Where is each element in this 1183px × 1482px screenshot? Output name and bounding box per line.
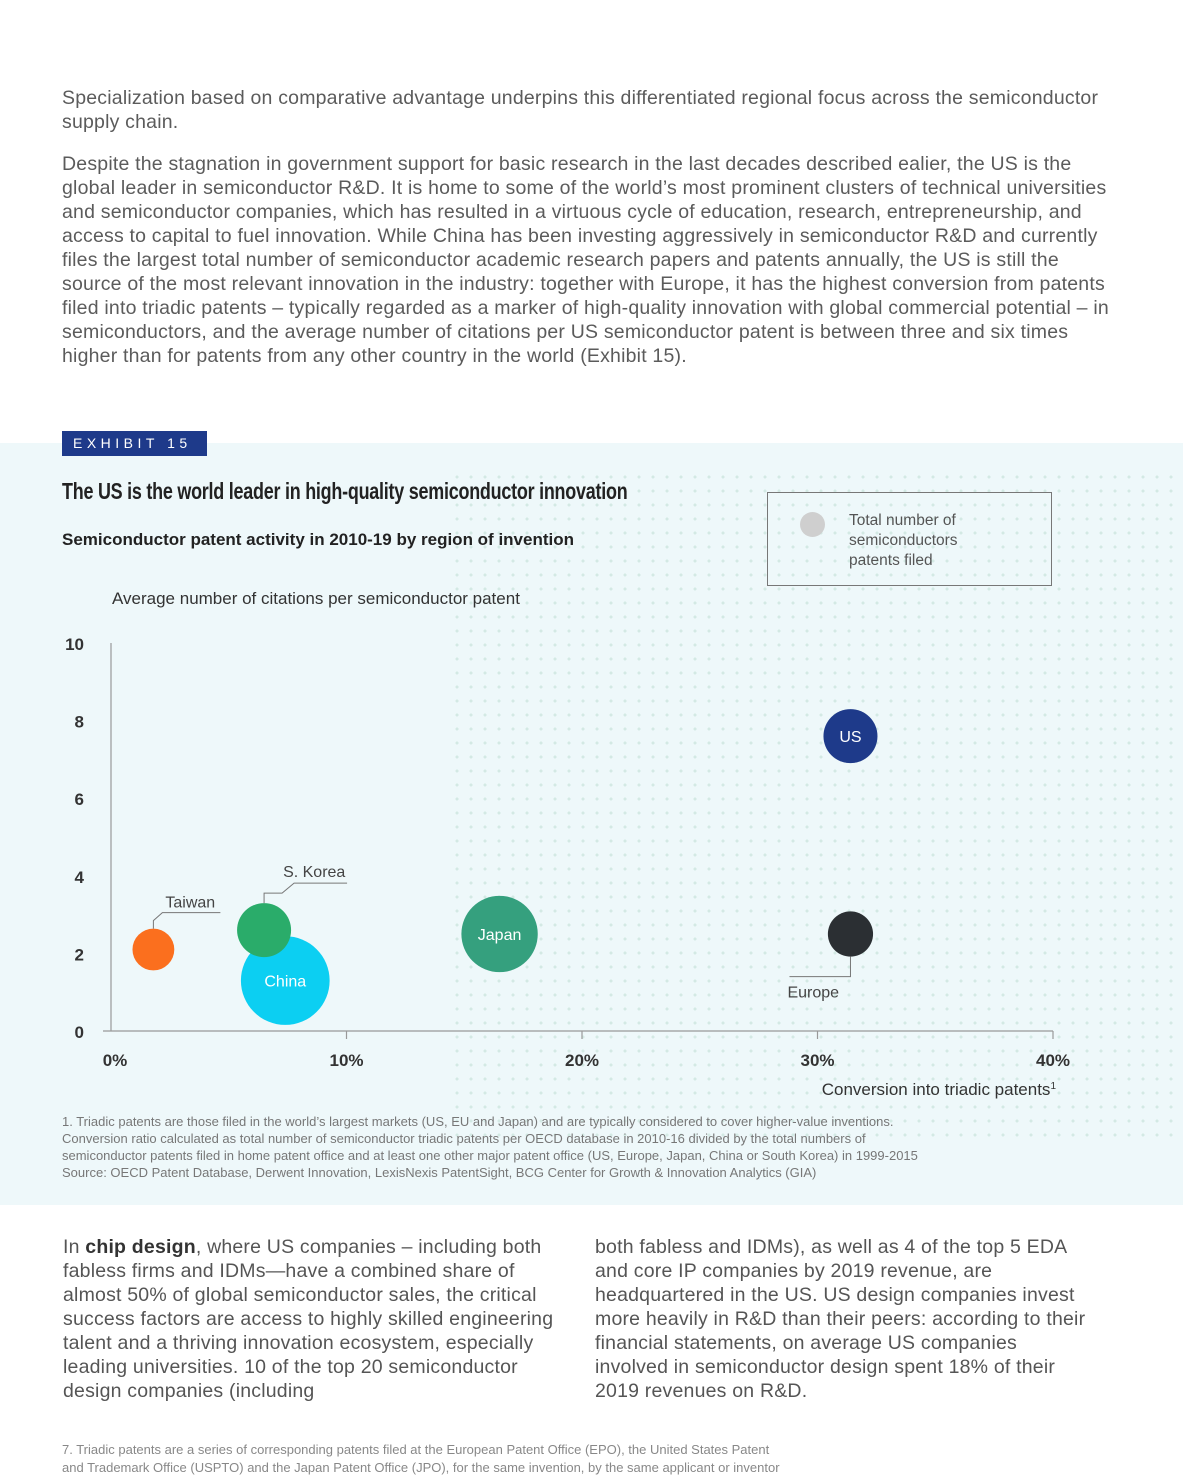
body-left-prefix: In	[63, 1236, 86, 1258]
page-footnote: 7. Triadic patents are a series of corre…	[62, 1441, 1122, 1477]
bubble-taiwan	[132, 928, 175, 971]
body-column-right: both fabless and IDMs), as well as 4 of …	[595, 1235, 1095, 1403]
bubble-label: US	[839, 729, 861, 746]
x-tick-label: 0%	[103, 1051, 128, 1070]
bubble-us	[823, 709, 878, 764]
body-left-rest: , where US companies – including both fa…	[63, 1236, 554, 1402]
bubble-japan	[461, 895, 538, 973]
x-tick-label: 20%	[565, 1051, 599, 1070]
bubble-label: Japan	[478, 927, 522, 944]
bubble-chart: Average number of citations per semicond…	[65, 589, 1070, 1099]
bubble-label: China	[264, 974, 306, 991]
y-tick-label: 0	[75, 1023, 84, 1042]
footnote-source: Source: OECD Patent Database, Derwent In…	[62, 1165, 817, 1180]
footnote-line-1: 1. Triadic patents are those filed in th…	[62, 1114, 894, 1129]
page-footnote-line-1: 7. Triadic patents are a series of corre…	[62, 1442, 770, 1457]
exhibit-tag: EXHIBIT 15	[62, 431, 207, 456]
exhibit-subtitle: Semiconductor patent activity in 2010-19…	[62, 530, 574, 549]
legend-label: Total number of semiconductors patents f…	[849, 512, 958, 569]
body-left-paragraph: In chip design, where US companies – inc…	[63, 1235, 578, 1403]
footnote-line-2: Conversion ratio calculated as total num…	[62, 1131, 866, 1146]
intro-paragraph-2: Despite the stagnation in government sup…	[62, 153, 1109, 367]
y-axis-label: Average number of citations per semicond…	[112, 589, 520, 608]
x-tick-label: 30%	[800, 1051, 834, 1070]
bubble-label: Europe	[787, 985, 839, 1002]
bubble-s-korea	[237, 903, 292, 958]
dot-pattern-decoration	[450, 470, 1183, 1140]
bubble-china	[240, 936, 330, 1025]
exhibit-footnote: 1. Triadic patents are those filed in th…	[62, 1113, 1122, 1181]
callout-line	[789, 956, 851, 978]
exhibit-title: The US is the world leader in high-quali…	[62, 478, 628, 504]
body-right-paragraph: both fabless and IDMs), as well as 4 of …	[595, 1236, 1086, 1402]
footnote-line-3: semiconductor patents filed in home pate…	[62, 1148, 918, 1163]
x-axis-label: Conversion into triadic patents1	[822, 1080, 1057, 1099]
callout-line	[263, 882, 348, 904]
y-tick-label: 2	[75, 945, 84, 964]
bubble-label: S. Korea	[283, 864, 345, 881]
y-tick-label: 10	[65, 635, 84, 654]
x-tick-label: 10%	[329, 1051, 363, 1070]
bubble-label: Taiwan	[165, 895, 215, 912]
callout-line	[152, 912, 221, 929]
x-tick-label: 40%	[1036, 1051, 1070, 1070]
page-footnote-line-2: and Trademark Office (USPTO) and the Jap…	[62, 1460, 780, 1475]
chart-legend: Total number of semiconductors patents f…	[767, 492, 1052, 586]
x-axis-label-superscript: 1	[1050, 1081, 1056, 1092]
y-tick-label: 6	[75, 790, 84, 809]
y-tick-label: 4	[75, 868, 85, 887]
intro-text: Specialization based on comparative adva…	[62, 86, 1122, 386]
legend-bubble-icon	[800, 512, 825, 537]
intro-paragraph-1: Specialization based on comparative adva…	[62, 87, 1099, 133]
bubble-europe	[827, 911, 874, 957]
y-tick-label: 8	[75, 713, 84, 732]
body-left-bold: chip design	[85, 1236, 196, 1258]
body-column-left: In chip design, where US companies – inc…	[63, 1235, 578, 1403]
